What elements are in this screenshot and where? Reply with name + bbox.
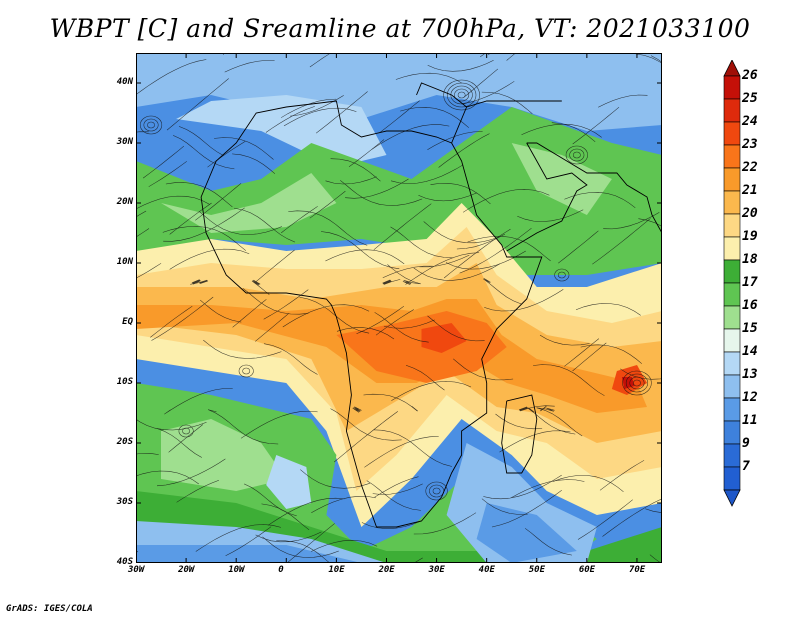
- colorbar-level-label: 13: [742, 367, 758, 382]
- colorbar-cell: [723, 420, 741, 445]
- lat-tick-label: 30N: [116, 137, 133, 147]
- lon-tick-label: 0: [278, 565, 284, 575]
- colorbar-cell: [723, 144, 741, 169]
- lat-tick-label: 30S: [116, 497, 133, 507]
- colorbar-cell: [723, 121, 741, 146]
- lon-tick-label: 30W: [128, 565, 145, 575]
- colorbar-cell: [723, 75, 741, 100]
- colorbar-cell: [723, 351, 741, 376]
- colorbar-level-label: 16: [742, 298, 758, 313]
- lat-tick-label: 20S: [116, 437, 133, 447]
- colorbar-level-label: 9: [742, 436, 750, 451]
- lon-tick-label: 40E: [478, 565, 495, 575]
- lon-tick-label: 60E: [578, 565, 596, 575]
- lat-tick-label: EQ: [122, 317, 133, 327]
- colorbar-max-arrow: [723, 60, 741, 77]
- lon-tick-label: 30E: [428, 565, 445, 575]
- grads-credit: GrADS: IGES/COLA: [6, 604, 93, 614]
- colorbar-cell: [723, 236, 741, 261]
- colorbar-level-label: 7: [742, 459, 750, 474]
- colorbar-cell: [723, 374, 741, 399]
- colorbar-level-label: 26: [742, 68, 758, 83]
- colorbar-level-label: 20: [742, 206, 758, 221]
- colorbar-cell: [723, 98, 741, 123]
- colorbar-level-label: 17: [742, 275, 758, 290]
- colorbar: [723, 60, 741, 507]
- colorbar-level-label: 12: [742, 390, 758, 405]
- colorbar-level-label: 18: [742, 252, 758, 267]
- colorbar-cell: [723, 259, 741, 284]
- colorbar-cell: [723, 328, 741, 353]
- colorbar-cell: [723, 443, 741, 468]
- lat-tick-label: 40S: [116, 557, 133, 567]
- lon-tick-label: 10W: [228, 565, 245, 575]
- colorbar-level-label: 23: [742, 137, 758, 152]
- colorbar-level-label: 25: [742, 91, 758, 106]
- lat-tick-label: 10N: [116, 257, 133, 267]
- map-plot: [136, 53, 662, 563]
- colorbar-level-label: 24: [742, 114, 758, 129]
- lon-tick-label: 50E: [528, 565, 546, 575]
- colorbar-level-label: 14: [742, 344, 758, 359]
- lon-tick-label: 20E: [378, 565, 395, 575]
- colorbar-level-label: 15: [742, 321, 758, 336]
- colorbar-level-label: 11: [742, 413, 758, 428]
- lon-tick-label: 70E: [628, 565, 646, 575]
- colorbar-min-arrow: [723, 489, 741, 507]
- colorbar-cell: [723, 397, 741, 422]
- colorbar-cell: [723, 305, 741, 330]
- colorbar-level-label: 21: [742, 183, 758, 198]
- lon-tick-label: 10E: [328, 565, 345, 575]
- lat-tick-label: 20N: [116, 197, 133, 207]
- colorbar-cell: [723, 282, 741, 307]
- chart-title: WBPT [C] and Sreamline at 700hPa, VT: 20…: [49, 14, 751, 43]
- lat-tick-label: 40N: [116, 77, 133, 87]
- colorbar-cell: [723, 167, 741, 192]
- colorbar-cell: [723, 466, 741, 491]
- lat-tick-label: 10S: [116, 377, 133, 387]
- colorbar-cell: [723, 213, 741, 238]
- colorbar-level-label: 22: [742, 160, 758, 175]
- lon-tick-label: 20W: [178, 565, 195, 575]
- colorbar-cell: [723, 190, 741, 215]
- colorbar-level-label: 19: [742, 229, 758, 244]
